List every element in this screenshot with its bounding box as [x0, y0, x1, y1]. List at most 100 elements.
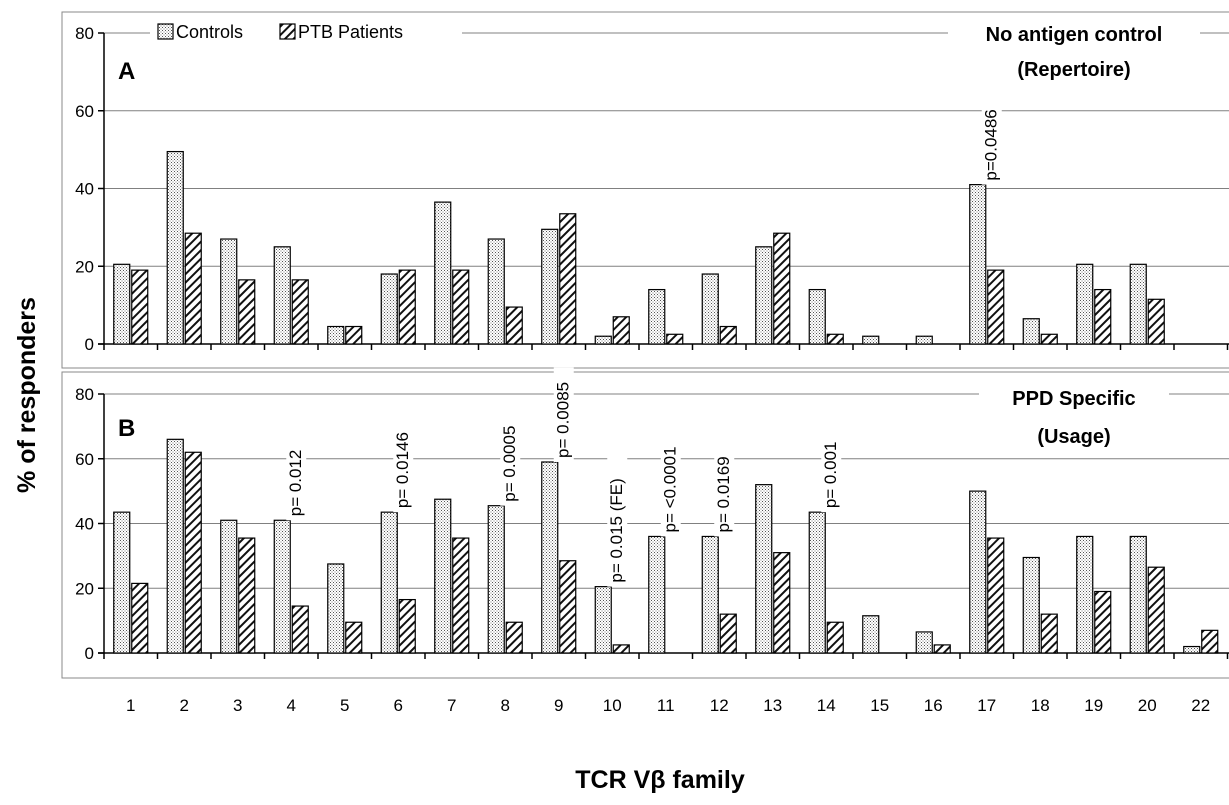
x-tick-label: 19 — [1084, 696, 1103, 715]
y-tick-label: 60 — [75, 450, 94, 469]
bar-A-ptb-18 — [1040, 333, 1058, 345]
bar-B-controls-22 — [1183, 645, 1201, 654]
legend-swatch-controls — [157, 23, 174, 40]
bar-A-ptb-4 — [291, 279, 309, 345]
y-tick-label: 0 — [85, 644, 94, 663]
p-value-annotation: p= 0.012 — [286, 450, 305, 517]
x-tick-label: 8 — [501, 696, 510, 715]
bar-B-ptb-9 — [559, 560, 577, 654]
bar-A-ptb-11 — [666, 333, 684, 345]
bar-B-controls-19 — [1076, 535, 1094, 654]
bar-B-controls-4 — [273, 519, 291, 654]
bar-A-controls-5 — [327, 325, 345, 345]
bar-A-ptb-8 — [505, 306, 523, 345]
x-axis-title: TCR Vβ family — [575, 766, 745, 794]
bar-B-controls-13 — [755, 484, 773, 654]
bar-A-controls-3 — [220, 238, 238, 345]
bar-A-controls-15 — [862, 335, 880, 345]
p-value-annotation: p=0.0486 — [982, 109, 1001, 180]
bar-A-ptb-3 — [238, 279, 256, 345]
bar-B-ptb-6 — [398, 598, 416, 654]
x-tick-label: 14 — [817, 696, 836, 715]
x-tick-label: 6 — [394, 696, 403, 715]
legend-backdrop — [150, 18, 462, 44]
bar-B-controls-10 — [594, 586, 612, 654]
panel-title: PPD Specific — [1012, 388, 1135, 410]
bar-B-ptb-10 — [612, 644, 630, 654]
bar-B-controls-8 — [487, 505, 505, 654]
bar-A-controls-16 — [915, 335, 933, 345]
panel-subtitle: (Repertoire) — [1017, 59, 1130, 81]
bar-A-ptb-14 — [826, 333, 844, 345]
p-value-backdrop — [553, 367, 574, 462]
bar-A-ptb-19 — [1094, 288, 1112, 345]
bar-B-controls-3 — [220, 519, 238, 654]
x-tick-label: 3 — [233, 696, 242, 715]
panel-title-backdrop — [948, 21, 1200, 47]
bar-B-controls-2 — [166, 438, 184, 654]
bar-B-controls-1 — [113, 511, 131, 654]
bar-B-controls-20 — [1129, 535, 1147, 654]
bar-A-controls-7 — [434, 201, 452, 345]
bar-B-ptb-1 — [131, 582, 149, 654]
p-value-annotation: p= 0.001 — [821, 442, 840, 509]
y-tick-label: 40 — [75, 515, 94, 534]
p-value-backdrop — [821, 427, 842, 513]
y-tick-label: 20 — [75, 257, 94, 276]
x-tick-label: 22 — [1191, 696, 1210, 715]
bar-A-ptb-20 — [1147, 298, 1165, 345]
p-value-annotation: p= 0.0005 — [500, 426, 519, 502]
bar-B-ptb-5 — [345, 621, 363, 654]
panel-letter-B: B — [118, 415, 135, 442]
bar-A-controls-19 — [1076, 263, 1094, 345]
bar-B-controls-15 — [862, 615, 880, 654]
panel-title: No antigen control — [986, 24, 1163, 46]
x-tick-label: 4 — [287, 696, 296, 715]
bar-B-ptb-20 — [1147, 566, 1165, 654]
p-value-backdrop — [660, 432, 681, 537]
x-tick-label: 13 — [763, 696, 782, 715]
bar-B-ptb-22 — [1201, 629, 1219, 654]
bar-B-ptb-18 — [1040, 613, 1058, 654]
bar-A-controls-2 — [166, 150, 184, 345]
bar-B-controls-12 — [701, 535, 719, 654]
x-tick-label: 18 — [1031, 696, 1050, 715]
panel-subtitle: (Usage) — [1037, 426, 1110, 448]
x-tick-label: 10 — [603, 696, 622, 715]
x-tick-label: 15 — [870, 696, 889, 715]
bar-A-ptb-10 — [612, 316, 630, 345]
p-value-backdrop — [714, 442, 735, 537]
bar-B-ptb-13 — [773, 552, 791, 654]
bar-A-controls-8 — [487, 238, 505, 345]
x-tick-label: 7 — [447, 696, 456, 715]
p-value-annotation: p= 0.0169 — [714, 456, 733, 532]
x-tick-label: 16 — [924, 696, 943, 715]
x-tick-label: 17 — [977, 696, 996, 715]
p-value-backdrop — [500, 411, 521, 506]
p-value-annotation: p= 0.0085 — [554, 382, 573, 458]
bar-A-controls-17 — [969, 184, 987, 345]
x-tick-label: 9 — [554, 696, 563, 715]
p-value-backdrop — [286, 435, 307, 521]
bar-B-ptb-16 — [933, 644, 951, 654]
bar-A-controls-14 — [808, 288, 826, 345]
bar-A-controls-10 — [594, 335, 612, 345]
p-value-annotation: p= <0.0001 — [661, 446, 680, 532]
panel-title-backdrop — [979, 385, 1169, 411]
p-value-backdrop — [607, 453, 628, 587]
legend-label-controls: Controls — [176, 22, 243, 42]
bar-B-controls-7 — [434, 498, 452, 654]
bar-B-ptb-8 — [505, 621, 523, 654]
bar-A-ptb-13 — [773, 232, 791, 345]
bar-B-ptb-19 — [1094, 590, 1112, 654]
y-axis-title: % of responders — [13, 297, 41, 493]
bar-B-ptb-2 — [184, 451, 202, 654]
bar-A-controls-13 — [755, 246, 773, 345]
bar-B-ptb-14 — [826, 621, 844, 654]
bar-A-ptb-1 — [131, 269, 149, 345]
bar-B-controls-17 — [969, 490, 987, 654]
panel-frame-A — [61, 11, 1229, 369]
y-tick-label: 60 — [75, 102, 94, 121]
x-tick-label: 5 — [340, 696, 349, 715]
